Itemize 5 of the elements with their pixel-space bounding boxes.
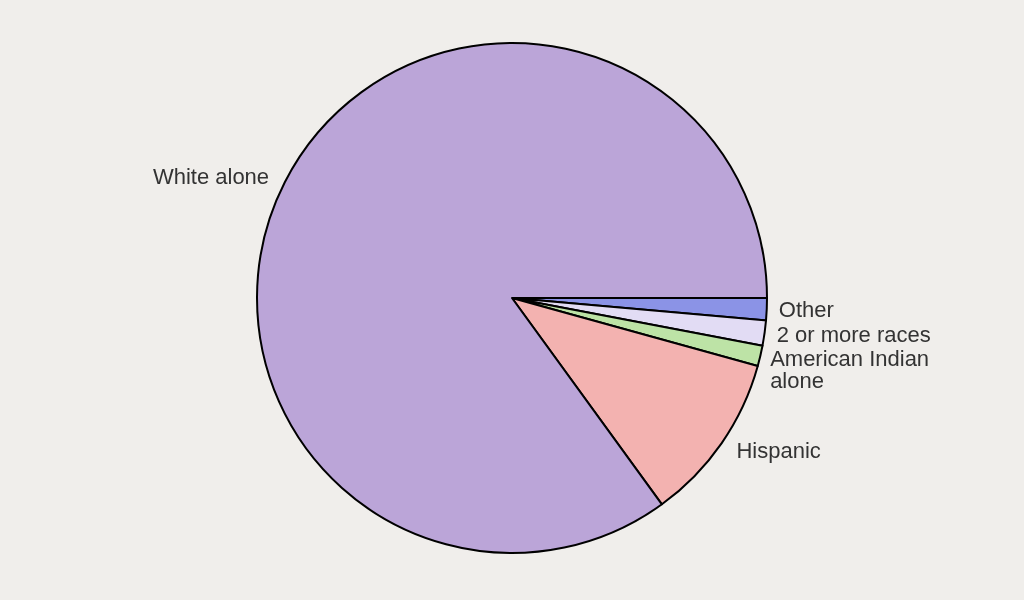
slice-label: American Indian alone [770, 346, 936, 394]
slice-label: Other [778, 297, 834, 323]
slice-label: Hispanic [736, 437, 821, 463]
slice-label: 2 or more races [776, 322, 931, 348]
slice-label: White alone [152, 164, 270, 190]
